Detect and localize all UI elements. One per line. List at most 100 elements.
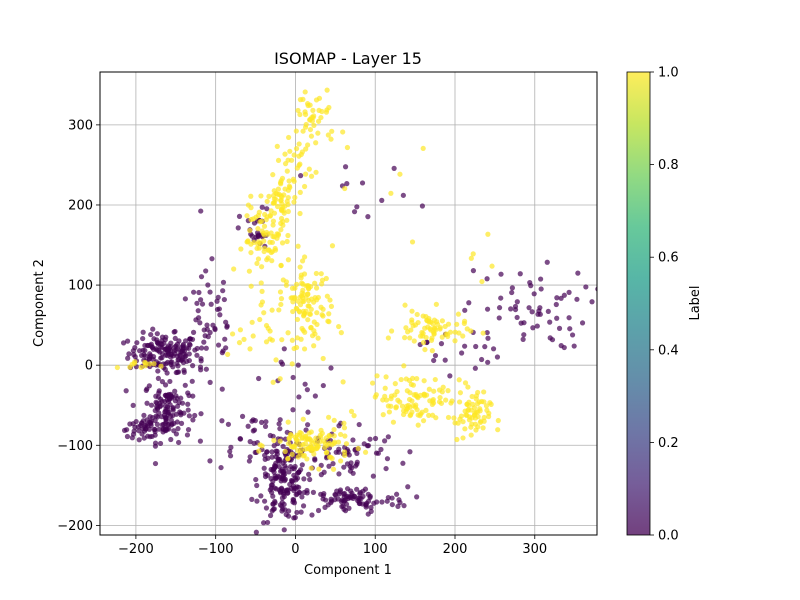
scatter-point xyxy=(133,418,139,425)
scatter-point xyxy=(142,353,148,359)
scatter-point xyxy=(156,426,162,432)
scatter-point xyxy=(254,498,260,504)
scatter-point xyxy=(190,329,197,335)
scatter-point xyxy=(490,346,497,352)
scatter-point xyxy=(174,360,180,367)
scatter-point xyxy=(131,352,137,358)
scatter-point xyxy=(144,421,150,427)
scatter-point xyxy=(305,317,311,323)
scatter-point xyxy=(465,384,471,390)
scatter-point xyxy=(219,386,225,392)
scatter-point xyxy=(313,97,320,103)
scatter-point xyxy=(268,475,274,482)
scatter-point xyxy=(255,226,261,232)
scatter-point xyxy=(341,425,348,431)
scatter-point xyxy=(414,311,420,318)
scatter-point xyxy=(294,509,300,516)
scatter-point xyxy=(114,364,120,371)
scatter-point xyxy=(292,434,299,441)
scatter-point xyxy=(415,412,421,418)
scatter-point xyxy=(266,193,272,199)
scatter-point xyxy=(547,319,553,325)
scatter-point xyxy=(282,151,288,157)
scatter-point xyxy=(319,281,325,287)
scatter-point xyxy=(257,316,263,323)
scatter-point xyxy=(324,449,330,455)
scatter-point xyxy=(388,190,394,196)
scatter-point xyxy=(432,352,439,359)
scatter-point xyxy=(277,180,284,186)
scatter-point xyxy=(346,452,352,458)
scatter-point xyxy=(318,472,324,478)
scatter-point xyxy=(309,447,315,453)
scatter-point xyxy=(259,264,265,270)
scatter-point xyxy=(455,311,462,317)
scatter-point xyxy=(277,376,283,382)
scatter-point xyxy=(380,412,386,418)
scatter-point xyxy=(203,366,209,372)
scatter-point xyxy=(167,402,173,408)
scatter-point xyxy=(270,172,276,178)
scatter-point xyxy=(306,430,312,436)
scatter-point xyxy=(138,364,144,371)
scatter-point xyxy=(442,357,448,363)
scatter-point xyxy=(282,507,288,513)
scatter-point xyxy=(480,330,486,336)
scatter-point xyxy=(159,355,165,361)
scatter-point xyxy=(263,217,269,223)
scatter-point xyxy=(150,354,157,360)
scatter-point xyxy=(162,403,169,409)
scatter-point xyxy=(306,471,312,477)
scatter-point xyxy=(312,457,318,463)
scatter-point xyxy=(302,89,308,95)
scatter-point xyxy=(127,421,133,427)
scatter-point xyxy=(172,335,178,342)
x-axis-label: Component 1 xyxy=(304,563,392,578)
scatter-point xyxy=(474,401,481,407)
scatter-point xyxy=(198,208,204,214)
scatter-point xyxy=(284,238,290,245)
scatter-point xyxy=(514,314,520,321)
scatter-point xyxy=(120,340,127,346)
scatter-point xyxy=(199,345,205,351)
scatter-point xyxy=(284,168,290,174)
scatter-point xyxy=(277,289,284,295)
scatter-point xyxy=(439,334,445,340)
scatter-point xyxy=(466,300,472,306)
scatter-point xyxy=(286,183,292,189)
scatter-point xyxy=(320,355,326,362)
scatter-point xyxy=(509,285,515,291)
scatter-point xyxy=(271,469,277,475)
scatter-point xyxy=(566,289,572,295)
scatter-point xyxy=(475,424,481,430)
scatter-point xyxy=(512,303,519,310)
scatter-point xyxy=(175,369,182,375)
scatter-point xyxy=(431,317,438,323)
scatter-point xyxy=(287,148,293,154)
scatter-point xyxy=(355,497,361,504)
colorbar-tick-label: 0.0 xyxy=(658,529,679,544)
scatter-point xyxy=(285,419,291,425)
scatter-point xyxy=(344,181,350,187)
scatter-point xyxy=(530,325,536,331)
scatter-point xyxy=(277,417,283,423)
scatter-point xyxy=(286,436,292,442)
scatter-point xyxy=(312,280,318,286)
scatter-point xyxy=(291,487,297,494)
scatter-point xyxy=(389,495,395,501)
scatter-point xyxy=(313,169,319,175)
scatter-point xyxy=(365,443,372,449)
scatter-point xyxy=(297,161,303,167)
scatter-point xyxy=(394,491,400,497)
scatter-point xyxy=(281,192,287,198)
scatter-point xyxy=(249,496,255,502)
scatter-point xyxy=(220,288,226,294)
scatter-point xyxy=(248,283,254,289)
scatter-point xyxy=(434,321,441,327)
scatter-point xyxy=(154,421,160,427)
scatter-point xyxy=(567,326,573,332)
scatter-point xyxy=(373,392,379,398)
scatter-point xyxy=(198,358,204,364)
scatter-point xyxy=(331,417,337,423)
scatter-point xyxy=(274,203,281,210)
